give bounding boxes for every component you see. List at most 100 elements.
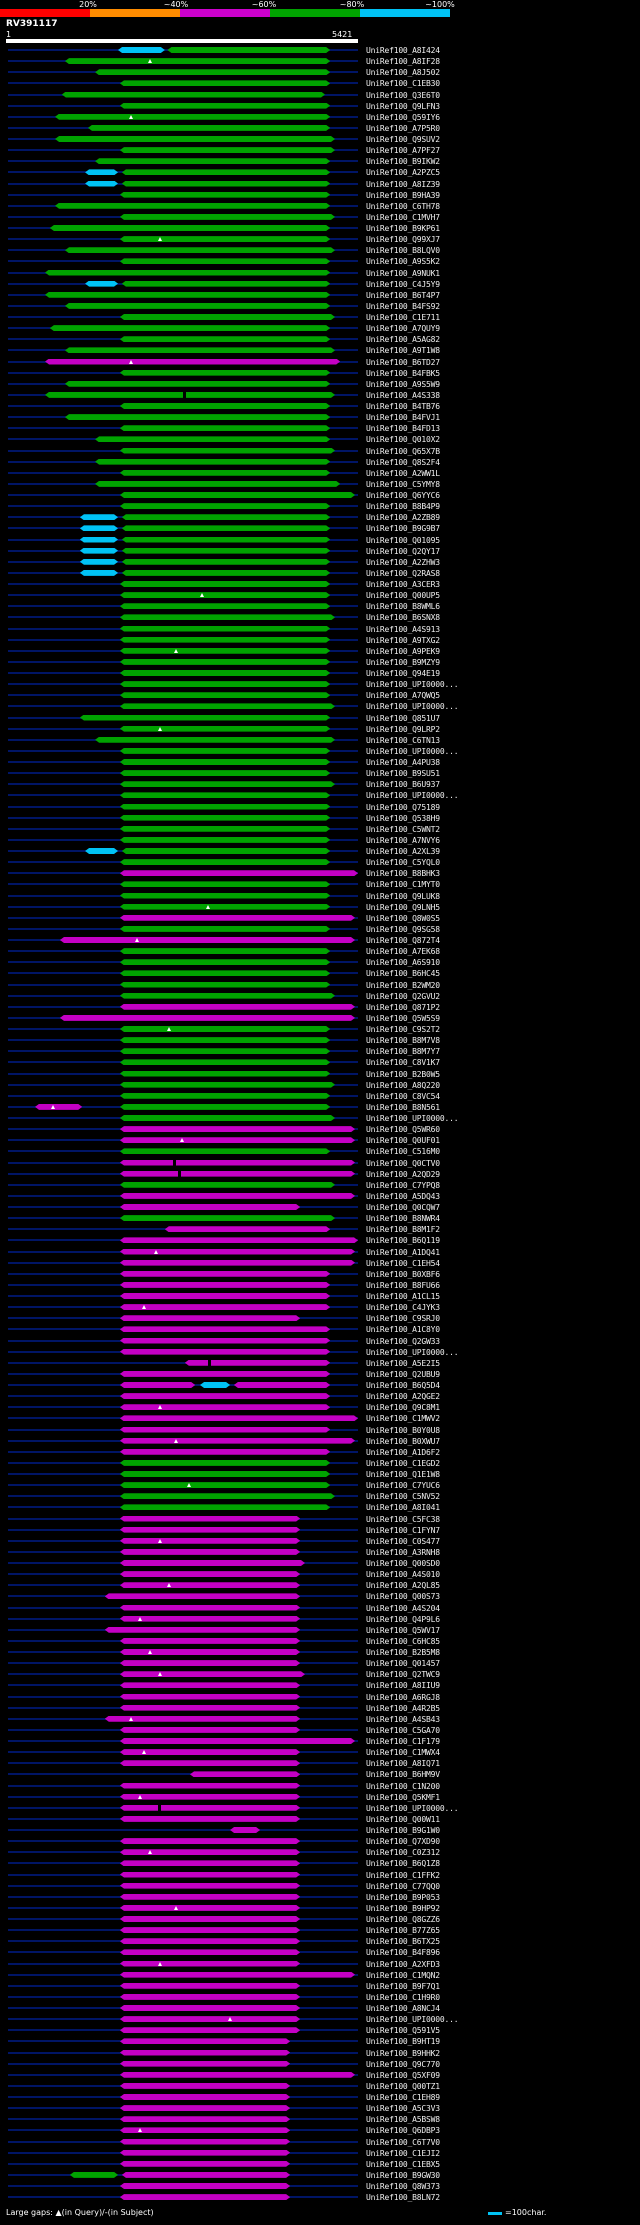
hit-label[interactable]: UniRef100_C1H9R0 xyxy=(366,1992,440,2002)
hit-label[interactable]: UniRef100_C6TN13 xyxy=(366,735,440,745)
hit-bar[interactable] xyxy=(120,659,330,665)
hit-bar[interactable] xyxy=(120,1883,300,1889)
hit-bar[interactable] xyxy=(120,1438,355,1444)
hit-label[interactable]: UniRef100_A8IF28 xyxy=(366,57,440,67)
hit-bar[interactable] xyxy=(120,1482,330,1488)
hit-bar[interactable] xyxy=(120,448,335,454)
hit-label[interactable]: UniRef100_A5BSW8 xyxy=(366,2115,440,2125)
hit-label[interactable]: UniRef100_B6Q1Z8 xyxy=(366,1859,440,1869)
hit-label[interactable]: UniRef100_A2WW1L xyxy=(366,468,440,478)
hit-bar[interactable] xyxy=(120,614,335,620)
hit-bar[interactable] xyxy=(120,1271,330,1277)
hit-label[interactable]: UniRef100_Q851U7 xyxy=(366,713,440,723)
hit-label[interactable]: UniRef100_B6HC45 xyxy=(366,969,440,979)
hit-bar[interactable] xyxy=(45,292,330,298)
hit-bar[interactable] xyxy=(120,670,330,676)
hit-bar[interactable] xyxy=(120,1004,355,1010)
hit-label[interactable]: UniRef100_UPI0000... xyxy=(366,791,459,801)
hit-label[interactable]: UniRef100_C1EBX5 xyxy=(366,2159,440,2169)
hit-label[interactable]: UniRef100_C5NV52 xyxy=(366,1492,440,1502)
hit-bar[interactable] xyxy=(230,1827,260,1833)
hit-label[interactable]: UniRef100_Q5KMF1 xyxy=(366,1792,440,1802)
hit-bar[interactable] xyxy=(65,381,330,387)
hit-label[interactable]: UniRef100_C1N200 xyxy=(366,1781,440,1791)
hit-label[interactable]: UniRef100_B0Y0U8 xyxy=(366,1425,440,1435)
hit-bar[interactable] xyxy=(120,881,330,887)
hit-bar[interactable] xyxy=(120,2194,290,2200)
hit-label[interactable]: UniRef100_Q00S73 xyxy=(366,1592,440,1602)
hit-label[interactable]: UniRef100_C1F179 xyxy=(366,1737,440,1746)
hit-bar[interactable] xyxy=(120,592,330,598)
hit-label[interactable]: UniRef100_Q9LRP2 xyxy=(366,724,440,734)
hit-label[interactable]: UniRef100_B6SNX8 xyxy=(366,613,440,623)
hit-bar[interactable] xyxy=(120,370,330,376)
hit-bar[interactable] xyxy=(120,1471,330,1477)
hit-label[interactable]: UniRef100_A7QWQ5 xyxy=(366,691,440,701)
hit-label[interactable]: UniRef100_Q75189 xyxy=(366,802,440,812)
hit-bar[interactable] xyxy=(120,1304,330,1310)
hit-bar[interactable] xyxy=(120,1349,330,1355)
hit-bar[interactable] xyxy=(105,1627,300,1633)
hit-bar[interactable] xyxy=(120,1415,358,1421)
hit-bar[interactable] xyxy=(120,1916,300,1922)
hit-label[interactable]: UniRef100_A6S910 xyxy=(366,958,440,968)
hit-label[interactable]: UniRef100_B9MZY9 xyxy=(366,657,440,667)
hit-label[interactable]: UniRef100_Q00TZ1 xyxy=(366,2081,440,2091)
hit-label[interactable]: UniRef100_Q01095 xyxy=(366,535,440,545)
hit-label[interactable]: UniRef100_A3CER3 xyxy=(366,580,440,589)
hit-bar[interactable] xyxy=(80,514,118,520)
hit-bar[interactable] xyxy=(122,181,330,187)
hit-label[interactable]: UniRef100_A4S010 xyxy=(366,1570,440,1580)
hit-label[interactable]: UniRef100_C1EB30 xyxy=(366,79,440,89)
hit-label[interactable]: UniRef100_B9F7Q1 xyxy=(366,1981,440,1991)
hit-bar[interactable] xyxy=(120,1783,300,1789)
hit-label[interactable]: UniRef100_A4S913 xyxy=(366,624,440,634)
hit-label[interactable]: UniRef100_B6Q5D4 xyxy=(366,1381,440,1390)
hit-bar[interactable] xyxy=(120,626,330,632)
hit-label[interactable]: UniRef100_C4J5Y9 xyxy=(366,279,440,289)
hit-bar[interactable] xyxy=(120,1638,300,1644)
hit-label[interactable]: UniRef100_UPI0000... xyxy=(366,746,459,756)
hit-label[interactable]: UniRef100_A8NCJ4 xyxy=(366,2004,440,2013)
hit-bar[interactable] xyxy=(120,1705,300,1711)
hit-bar[interactable] xyxy=(120,1037,330,1043)
hit-label[interactable]: UniRef100_A9NUK1 xyxy=(366,268,440,278)
hit-label[interactable]: UniRef100_UPI0000... xyxy=(366,1803,459,1813)
hit-bar[interactable] xyxy=(95,737,335,743)
hit-bar[interactable] xyxy=(120,759,330,765)
hit-label[interactable]: UniRef100_B6T4P7 xyxy=(366,290,440,300)
hit-bar[interactable] xyxy=(120,815,330,821)
hit-bar[interactable] xyxy=(70,2172,118,2178)
hit-label[interactable]: UniRef100_A4S204 xyxy=(366,1603,440,1613)
hit-bar[interactable] xyxy=(120,425,330,431)
hit-label[interactable]: UniRef100_C7YUC6 xyxy=(366,1481,440,1491)
hit-label[interactable]: UniRef100_A3RNH8 xyxy=(366,1547,440,1557)
hit-bar[interactable] xyxy=(120,1527,300,1533)
hit-bar[interactable] xyxy=(95,436,330,442)
hit-label[interactable]: UniRef100_Q0CQW7 xyxy=(366,1203,440,1212)
hit-bar[interactable] xyxy=(120,1171,355,1177)
hit-label[interactable]: UniRef100_Q9SUV2 xyxy=(366,135,440,144)
hit-bar[interactable] xyxy=(80,559,118,565)
hit-bar[interactable] xyxy=(120,970,330,976)
hit-bar[interactable] xyxy=(120,1582,300,1588)
hit-label[interactable]: UniRef100_A9T1W8 xyxy=(366,346,440,356)
hit-bar[interactable] xyxy=(45,270,330,276)
hit-bar[interactable] xyxy=(120,2161,290,2167)
hit-label[interactable]: UniRef100_B4FVJ1 xyxy=(366,413,440,423)
hit-bar[interactable] xyxy=(120,1237,358,1243)
hit-bar[interactable] xyxy=(118,47,165,53)
hit-bar[interactable] xyxy=(45,359,340,365)
hit-bar[interactable] xyxy=(120,1338,330,1344)
hit-bar[interactable] xyxy=(120,1326,330,1332)
hit-bar[interactable] xyxy=(120,870,358,876)
hit-bar[interactable] xyxy=(122,281,330,287)
hit-bar[interactable] xyxy=(120,1894,300,1900)
hit-bar[interactable] xyxy=(185,1360,330,1366)
hit-bar[interactable] xyxy=(120,258,330,264)
hit-label[interactable]: UniRef100_Q94E19 xyxy=(366,669,440,678)
hit-bar[interactable] xyxy=(120,893,330,899)
hit-bar[interactable] xyxy=(120,1382,195,1388)
hit-bar[interactable] xyxy=(120,1104,330,1110)
hit-bar[interactable] xyxy=(120,692,330,698)
